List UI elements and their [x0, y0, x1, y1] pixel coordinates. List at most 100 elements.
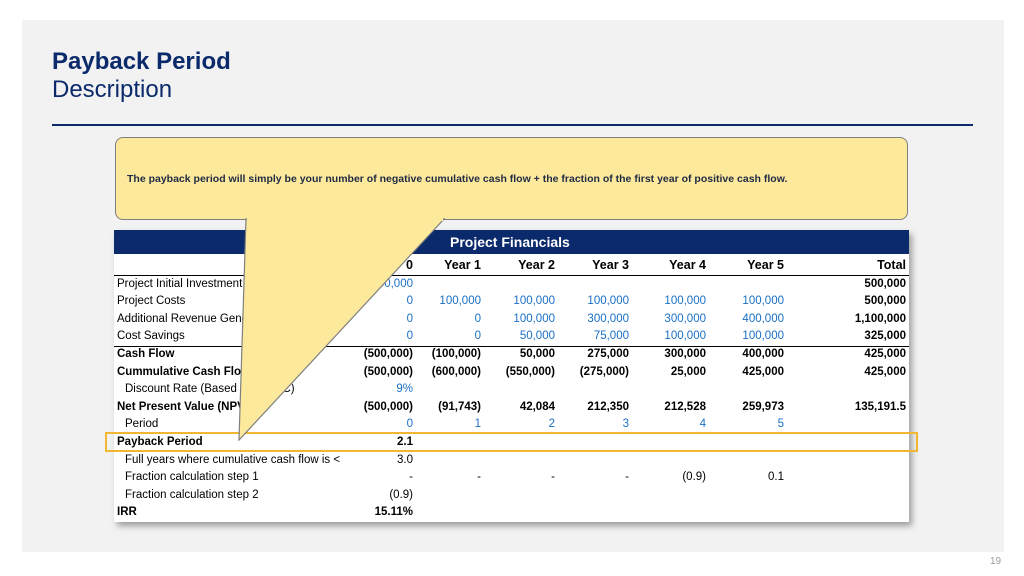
header-rule	[114, 274, 909, 276]
table-cell: (500,000)	[363, 400, 413, 413]
row-label: Project Costs	[117, 295, 186, 308]
table-cell: 50,000	[519, 348, 555, 360]
table-cell: 135,191.5	[854, 400, 906, 413]
row-label: Cash Flow	[117, 348, 175, 360]
slide-title: Payback Period	[52, 48, 231, 75]
table-title: Project Financials	[450, 234, 570, 250]
row-label: Fraction calculation step 2	[125, 488, 259, 501]
table-row: Cost Savings 0 0 50,000 75,000 100,000 100,000…	[114, 328, 909, 346]
row-label: IRR	[117, 506, 137, 519]
table-cell: 275,000	[587, 348, 629, 360]
table-cell: 42,084	[519, 400, 555, 413]
table-cell: 5	[777, 418, 784, 431]
table-cell: 425,000	[864, 365, 906, 378]
table-cell: 25,000	[670, 365, 706, 378]
table-cell: 75,000	[593, 330, 629, 343]
table-title-bar: Project Financials	[114, 230, 909, 254]
row-label: Net Present Value (NPV)	[117, 400, 249, 413]
table-cell: -	[409, 471, 413, 484]
table-cell: 300,000	[664, 348, 706, 360]
table-cell: 300,000	[664, 312, 706, 325]
slide-subtitle: Description	[52, 76, 173, 103]
table-cell: 100,000	[513, 295, 555, 308]
column-header: Year 3	[592, 258, 629, 272]
table-row: Project Costs 0 100,000 100,000 100,000 100,0…	[114, 293, 909, 311]
row-label: Full years where cumulative cash flow is…	[125, 453, 341, 466]
subtotal-rule	[114, 345, 909, 347]
callout-text: The payback period will simply be your n…	[127, 173, 788, 185]
project-financials-table: Project Financials 0 Year 1 Year 2 Year 3 Ye…	[114, 230, 909, 522]
table-cell: 259,973	[742, 400, 784, 413]
column-header: Year 5	[747, 258, 784, 272]
table-cell: 500,000	[864, 277, 906, 290]
table-cell: 1,100,000	[854, 312, 906, 325]
row-label: Project Initial Investment	[117, 277, 243, 290]
column-header: Total	[877, 258, 906, 272]
table-cell: (0.9)	[682, 471, 706, 484]
row-label: Period	[125, 418, 159, 431]
table-row: Cummulative Cash Flow (500,000) (600,000) (…	[114, 364, 909, 382]
table-cell: 425,000	[864, 348, 906, 360]
row-label: Cost Savings	[117, 330, 185, 343]
table-cell: 212,350	[587, 400, 629, 413]
table-cell: 9%	[396, 383, 413, 396]
table-row: Fraction calculation step 1 - - - - (0.9) 0.1	[114, 469, 909, 487]
table-cell: 0	[406, 330, 413, 343]
table-cell: 0	[406, 312, 413, 325]
table-cell: 50,000	[519, 330, 555, 343]
table-cell: 425,000	[742, 365, 784, 378]
page-number: 19	[990, 556, 1002, 567]
table-cell: 400,000	[742, 348, 784, 360]
table-cell: 212,528	[664, 400, 706, 413]
table-row: Net Present Value (NPV) (500,000) (91,743)…	[114, 399, 909, 417]
table-cell: 100,000	[513, 312, 555, 325]
table-cell: 0.1	[768, 471, 784, 484]
table-cell: (600,000)	[431, 365, 481, 378]
column-header: Year 2	[518, 258, 555, 272]
table-row: Additional Revenue Generated 0 0 100,000 300…	[114, 311, 909, 329]
row-label: Cummulative Cash Flow	[117, 365, 250, 378]
table-cell: 4	[699, 418, 706, 431]
title-divider	[52, 124, 973, 126]
table-cell: 325,000	[864, 330, 906, 343]
table-cell: (100,000)	[431, 348, 481, 360]
table-cell: 100,000	[742, 295, 784, 308]
table-row: Fraction calculation step 2 (0.9)	[114, 487, 909, 505]
row-label: Fraction calculation step 1	[125, 471, 259, 484]
table-cell: -	[477, 471, 481, 484]
table-row: Full years where cumulative cash flow is…	[114, 452, 909, 470]
table-row: IRR 15.11%	[114, 504, 909, 522]
table-cell: 1	[474, 418, 481, 431]
table-cell: (550,000)	[505, 365, 555, 378]
row-label: Additional Revenue Generated	[117, 312, 275, 325]
callout-box	[115, 137, 908, 220]
table-cell: 2	[548, 418, 555, 431]
table-row: Discount Rate (Based on WACC) 9%	[114, 381, 909, 399]
table-cell: 500,000	[864, 295, 906, 308]
table-cell: 0	[406, 418, 413, 431]
table-cell: (500,000)	[363, 365, 413, 378]
table-cell: 100,000	[587, 295, 629, 308]
table-cell: 3	[622, 418, 629, 431]
table-cell: 100,000	[664, 330, 706, 343]
column-header: Year 4	[669, 258, 706, 272]
table-cell: (91,743)	[438, 400, 481, 413]
table-cell: 0	[474, 312, 481, 325]
column-header: 0	[406, 258, 413, 272]
table-row: Cash Flow (500,000) (100,000) 50,000 275,000…	[114, 346, 909, 364]
table-cell: 0	[474, 330, 481, 343]
table-cell: 100,000	[664, 295, 706, 308]
table-cell: (500,000)	[363, 348, 413, 360]
table-row: Project Initial Investment (500,000 500,00…	[114, 276, 909, 294]
table-cell: 100,000	[439, 295, 481, 308]
table-cell: -	[551, 471, 555, 484]
table-cell: 15.11%	[374, 506, 413, 519]
table-cell: (275,000)	[579, 365, 629, 378]
table-cell: (500,000	[367, 277, 413, 290]
table-cell: (0.9)	[389, 488, 413, 501]
table-header-row: 0 Year 1 Year 2 Year 3 Year 4 Year 5 Total	[114, 256, 909, 274]
table-cell: 3.0	[397, 453, 413, 466]
table-cell: 400,000	[742, 312, 784, 325]
table-cell: -	[625, 471, 629, 484]
row-label: Payback Period	[117, 436, 203, 448]
